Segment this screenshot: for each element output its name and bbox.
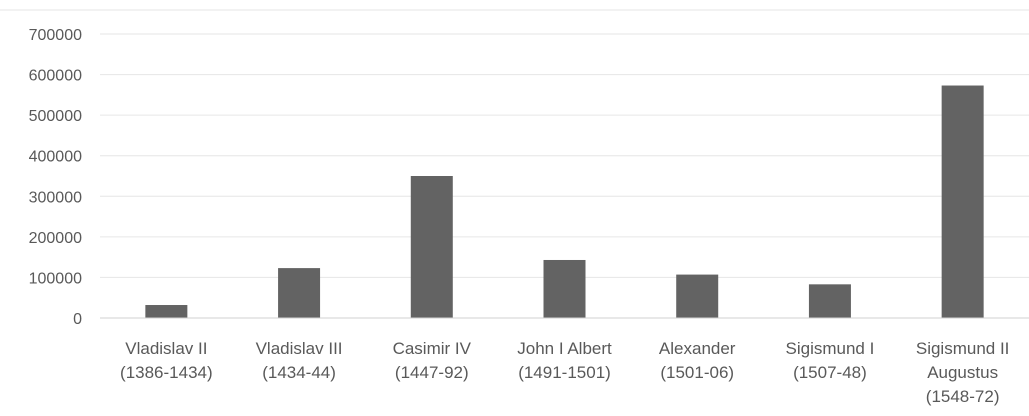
x-tick-label-line: Casimir IV [393, 339, 472, 358]
x-tick-label: Alexander (1501-06) [659, 339, 736, 382]
y-tick-label: 600000 [29, 68, 82, 85]
x-tick-label-line: Vladislav III [256, 339, 343, 358]
y-tick-label: 0 [73, 311, 82, 328]
x-tick-label-line: Vladislav II [125, 339, 207, 358]
x-tick-label: Sigismund II Augustus (1548-72) [916, 339, 1010, 406]
y-tick-label: 100000 [29, 270, 82, 287]
bar [543, 259, 586, 318]
y-tick-label: 300000 [29, 189, 82, 206]
bar [145, 305, 188, 318]
x-tick-label-line: Sigismund I [786, 339, 875, 358]
x-tick-label: Sigismund I (1507-48) [786, 339, 875, 382]
x-tick-label: Casimir IV (1447-92) [393, 339, 472, 382]
x-tick-label-line: (1491-1501) [518, 363, 611, 382]
bar [808, 284, 851, 318]
y-tick-label: 500000 [29, 108, 82, 125]
gridlines [0, 9, 1029, 278]
y-tick-label: 200000 [29, 230, 82, 247]
y-axis: 0 100000 200000 300000 400000 500000 600000 700… [29, 27, 82, 328]
bars [145, 85, 984, 318]
bar [676, 274, 719, 318]
x-tick-label-line: (1386-1434) [120, 363, 213, 382]
y-tick-label: 400000 [29, 149, 82, 166]
x-tick-label-line: Augustus [927, 363, 998, 382]
x-tick-label-line: (1447-92) [395, 363, 469, 382]
x-tick-label: Vladislav II (1386-1434) [120, 339, 213, 382]
x-tick-label: Vladislav III (1434-44) [256, 339, 343, 382]
x-tick-label-line: (1507-48) [793, 363, 867, 382]
x-tick-label-line: John I Albert [517, 339, 612, 358]
bar [410, 176, 453, 318]
bar [941, 85, 984, 318]
bar [278, 268, 321, 318]
x-tick-label-line: (1548-72) [926, 387, 1000, 406]
y-tick-label: 700000 [29, 27, 82, 44]
x-tick-label-line: (1434-44) [262, 363, 336, 382]
x-axis: Vladislav II (1386-1434) Vladislav III (143… [100, 317, 1029, 406]
x-tick-label: John I Albert (1491-1501) [517, 339, 612, 382]
x-tick-label-line: (1501-06) [660, 363, 734, 382]
x-tick-label-line: Sigismund II [916, 339, 1010, 358]
x-tick-label-line: Alexander [659, 339, 736, 358]
